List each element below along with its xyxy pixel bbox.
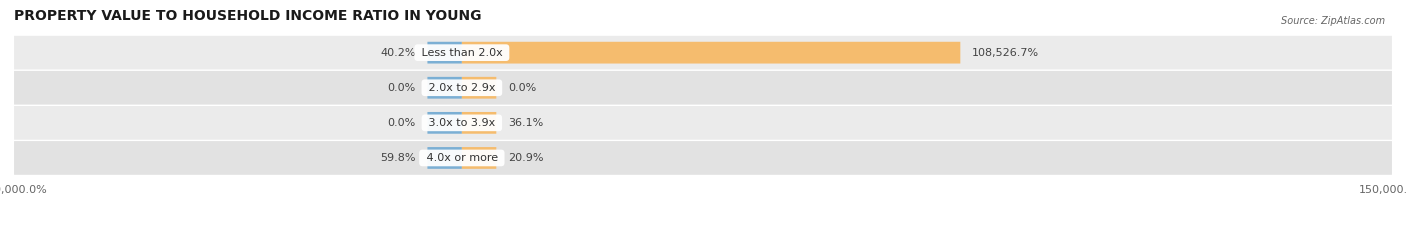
- Text: 2.0x to 2.9x: 2.0x to 2.9x: [425, 83, 499, 93]
- FancyBboxPatch shape: [14, 71, 1392, 105]
- FancyBboxPatch shape: [14, 141, 1392, 175]
- Text: 36.1%: 36.1%: [508, 118, 543, 128]
- FancyBboxPatch shape: [461, 42, 960, 63]
- FancyBboxPatch shape: [427, 112, 461, 134]
- Text: 4.0x or more: 4.0x or more: [423, 153, 501, 163]
- FancyBboxPatch shape: [461, 147, 496, 169]
- Text: 0.0%: 0.0%: [388, 83, 416, 93]
- FancyBboxPatch shape: [14, 106, 1392, 140]
- FancyBboxPatch shape: [461, 77, 496, 99]
- Text: 0.0%: 0.0%: [388, 118, 416, 128]
- Text: 40.2%: 40.2%: [381, 48, 416, 58]
- Text: 20.9%: 20.9%: [508, 153, 543, 163]
- FancyBboxPatch shape: [427, 42, 461, 63]
- FancyBboxPatch shape: [461, 112, 496, 134]
- FancyBboxPatch shape: [14, 36, 1392, 69]
- Text: Source: ZipAtlas.com: Source: ZipAtlas.com: [1281, 16, 1385, 26]
- Text: Less than 2.0x: Less than 2.0x: [418, 48, 506, 58]
- Text: 108,526.7%: 108,526.7%: [972, 48, 1039, 58]
- Text: 0.0%: 0.0%: [508, 83, 536, 93]
- Text: PROPERTY VALUE TO HOUSEHOLD INCOME RATIO IN YOUNG: PROPERTY VALUE TO HOUSEHOLD INCOME RATIO…: [14, 9, 482, 23]
- FancyBboxPatch shape: [427, 147, 461, 169]
- Text: 59.8%: 59.8%: [381, 153, 416, 163]
- Text: 3.0x to 3.9x: 3.0x to 3.9x: [425, 118, 499, 128]
- FancyBboxPatch shape: [427, 77, 461, 99]
